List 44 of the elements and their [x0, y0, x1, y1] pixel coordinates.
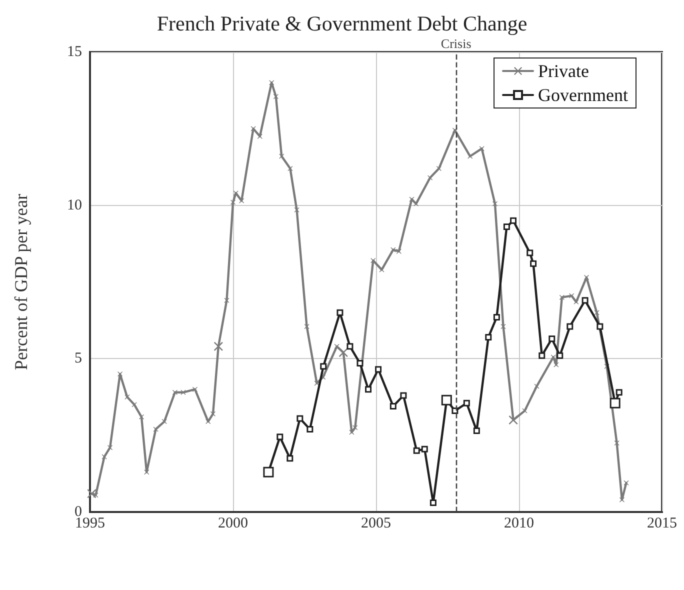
y-tick-label: 10 [67, 197, 82, 214]
point [452, 408, 458, 414]
point [538, 352, 546, 359]
point [485, 334, 492, 340]
point [390, 402, 396, 410]
legend-label: Private [538, 61, 590, 81]
point [306, 426, 314, 432]
point [336, 309, 344, 316]
point [556, 352, 564, 359]
point [286, 455, 294, 462]
legend-label: Government [538, 85, 628, 105]
y-tick-label: 5 [74, 350, 82, 367]
point [526, 250, 534, 256]
x-tick-label: 1995 [75, 516, 105, 532]
y-axis-title: Percent of GDP per year [11, 194, 31, 370]
point [296, 415, 304, 422]
point [473, 427, 480, 434]
chart-title: French Private & Government Debt Change [156, 12, 528, 36]
point [548, 335, 556, 342]
point [566, 323, 574, 330]
y-tick-label: 15 [67, 44, 82, 60]
point [463, 400, 470, 406]
point [503, 224, 510, 230]
point [276, 434, 284, 440]
point [493, 314, 500, 321]
x-tick-label: 2010 [504, 516, 534, 532]
point [430, 500, 436, 506]
x-tick-label: 2015 [647, 516, 677, 532]
point [346, 343, 354, 350]
ref-line-label: Crisis [440, 36, 472, 51]
x-tick-label: 2000 [218, 516, 248, 532]
point [421, 446, 428, 452]
point [375, 366, 382, 373]
point [510, 217, 517, 224]
point [530, 260, 537, 267]
point [320, 363, 327, 370]
point [365, 386, 372, 393]
point [582, 297, 588, 304]
x-tick-label: 2005 [361, 516, 391, 532]
point [413, 447, 420, 454]
point [616, 389, 622, 396]
point [400, 392, 407, 399]
point [356, 360, 364, 367]
point [596, 323, 604, 330]
